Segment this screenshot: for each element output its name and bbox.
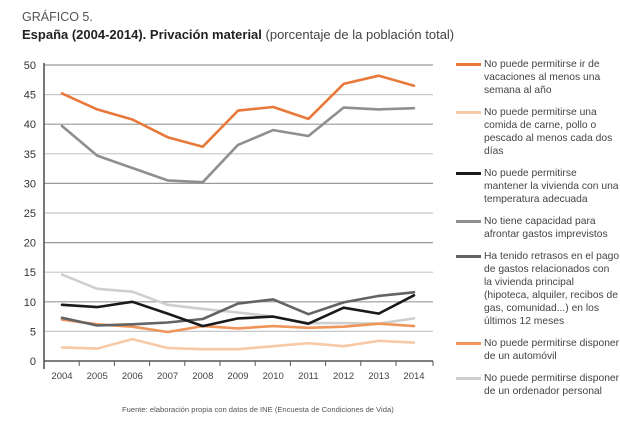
legend-label: No puede permitirse disponer de un autom… xyxy=(484,338,620,362)
legend-label: No puede permitirse disponer de un orden… xyxy=(484,373,620,397)
x-axis-ticks: 2004 2005 2006 2007 2008 2009 2010 2011 2012 2013… xyxy=(43,361,434,382)
legend-item: No tiene capacidad para afrontar gastos … xyxy=(454,215,620,241)
legend-item: No puede permitirse una comida de carne,… xyxy=(454,106,620,158)
legend-item: No puede permitirse disponer de un autom… xyxy=(454,337,620,363)
y-tick-label: 5 xyxy=(30,326,36,338)
y-tick-label: 0 xyxy=(30,356,36,368)
series-line-3 xyxy=(60,293,416,328)
legend-swatch xyxy=(456,255,481,258)
series-line-7 xyxy=(60,273,416,326)
y-tick-label: 45 xyxy=(24,90,36,102)
x-tick-label: 2007 xyxy=(157,371,178,382)
legend: No puede permitirse ir de vacaciones al … xyxy=(454,58,620,407)
x-tick-label: 2010 xyxy=(263,371,284,382)
chart-kicker: GRÁFICO 5. xyxy=(22,10,93,24)
y-tick-label: 50 xyxy=(24,60,36,72)
legend-swatch xyxy=(456,220,481,223)
legend-item: No puede permitirse ir de vacaciones al … xyxy=(454,58,620,97)
y-tick-label: 20 xyxy=(24,238,36,250)
series-line-4 xyxy=(60,106,416,184)
chart-title-subtitle: (porcentaje de la población total) xyxy=(261,27,455,42)
series-line-2 xyxy=(60,337,416,351)
legend-swatch xyxy=(456,342,481,345)
legend-swatch xyxy=(456,111,481,114)
x-tick-label: 2014 xyxy=(403,371,424,382)
y-tick-label: 25 xyxy=(24,208,36,220)
gridlines xyxy=(44,64,433,332)
y-axis-ticks: 0 5 10 15 20 25 30 35 40 45 50 xyxy=(24,60,36,368)
legend-item: No puede permitirse disponer de un orden… xyxy=(454,372,620,398)
x-tick-label: 2012 xyxy=(333,371,354,382)
x-tick-label: 2004 xyxy=(51,371,72,382)
legend-label: No tiene capacidad para afrontar gastos … xyxy=(484,216,608,240)
chart-title: España (2004-2014). Privación material (… xyxy=(22,27,454,42)
legend-swatch xyxy=(456,377,481,380)
chart-title-bold: España (2004-2014). Privación material xyxy=(22,27,262,42)
legend-swatch xyxy=(456,172,481,175)
y-tick-label: 35 xyxy=(24,149,36,161)
y-tick-label: 10 xyxy=(24,297,36,309)
legend-label: No puede permitirse una comida de carne,… xyxy=(484,107,613,157)
legend-label: No puede permitirse ir de vacaciones al … xyxy=(484,59,601,96)
source-note: Fuente: elaboración propia con datos de … xyxy=(122,405,394,414)
x-tick-label: 2008 xyxy=(192,371,213,382)
y-tick-label: 40 xyxy=(24,119,36,131)
x-tick-label: 2009 xyxy=(227,371,248,382)
series-line-1 xyxy=(60,74,416,148)
x-tick-label: 2013 xyxy=(368,371,389,382)
series-lines xyxy=(60,74,416,351)
x-tick-label: 2006 xyxy=(122,371,143,382)
series-line-5 xyxy=(60,290,416,327)
legend-label: No puede permitirse mantener la vivienda… xyxy=(484,168,619,205)
legend-label: Ha tenido retrasos en el pago de gastos … xyxy=(484,251,620,327)
x-tick-label: 2005 xyxy=(87,371,108,382)
legend-item: Ha tenido retrasos en el pago de gastos … xyxy=(454,250,620,328)
axes xyxy=(43,63,433,369)
legend-item: No puede permitirse mantener la vivienda… xyxy=(454,167,620,206)
legend-swatch xyxy=(456,63,481,66)
x-tick-label: 2011 xyxy=(298,371,318,382)
y-tick-label: 15 xyxy=(24,267,36,279)
y-tick-label: 30 xyxy=(24,178,36,190)
